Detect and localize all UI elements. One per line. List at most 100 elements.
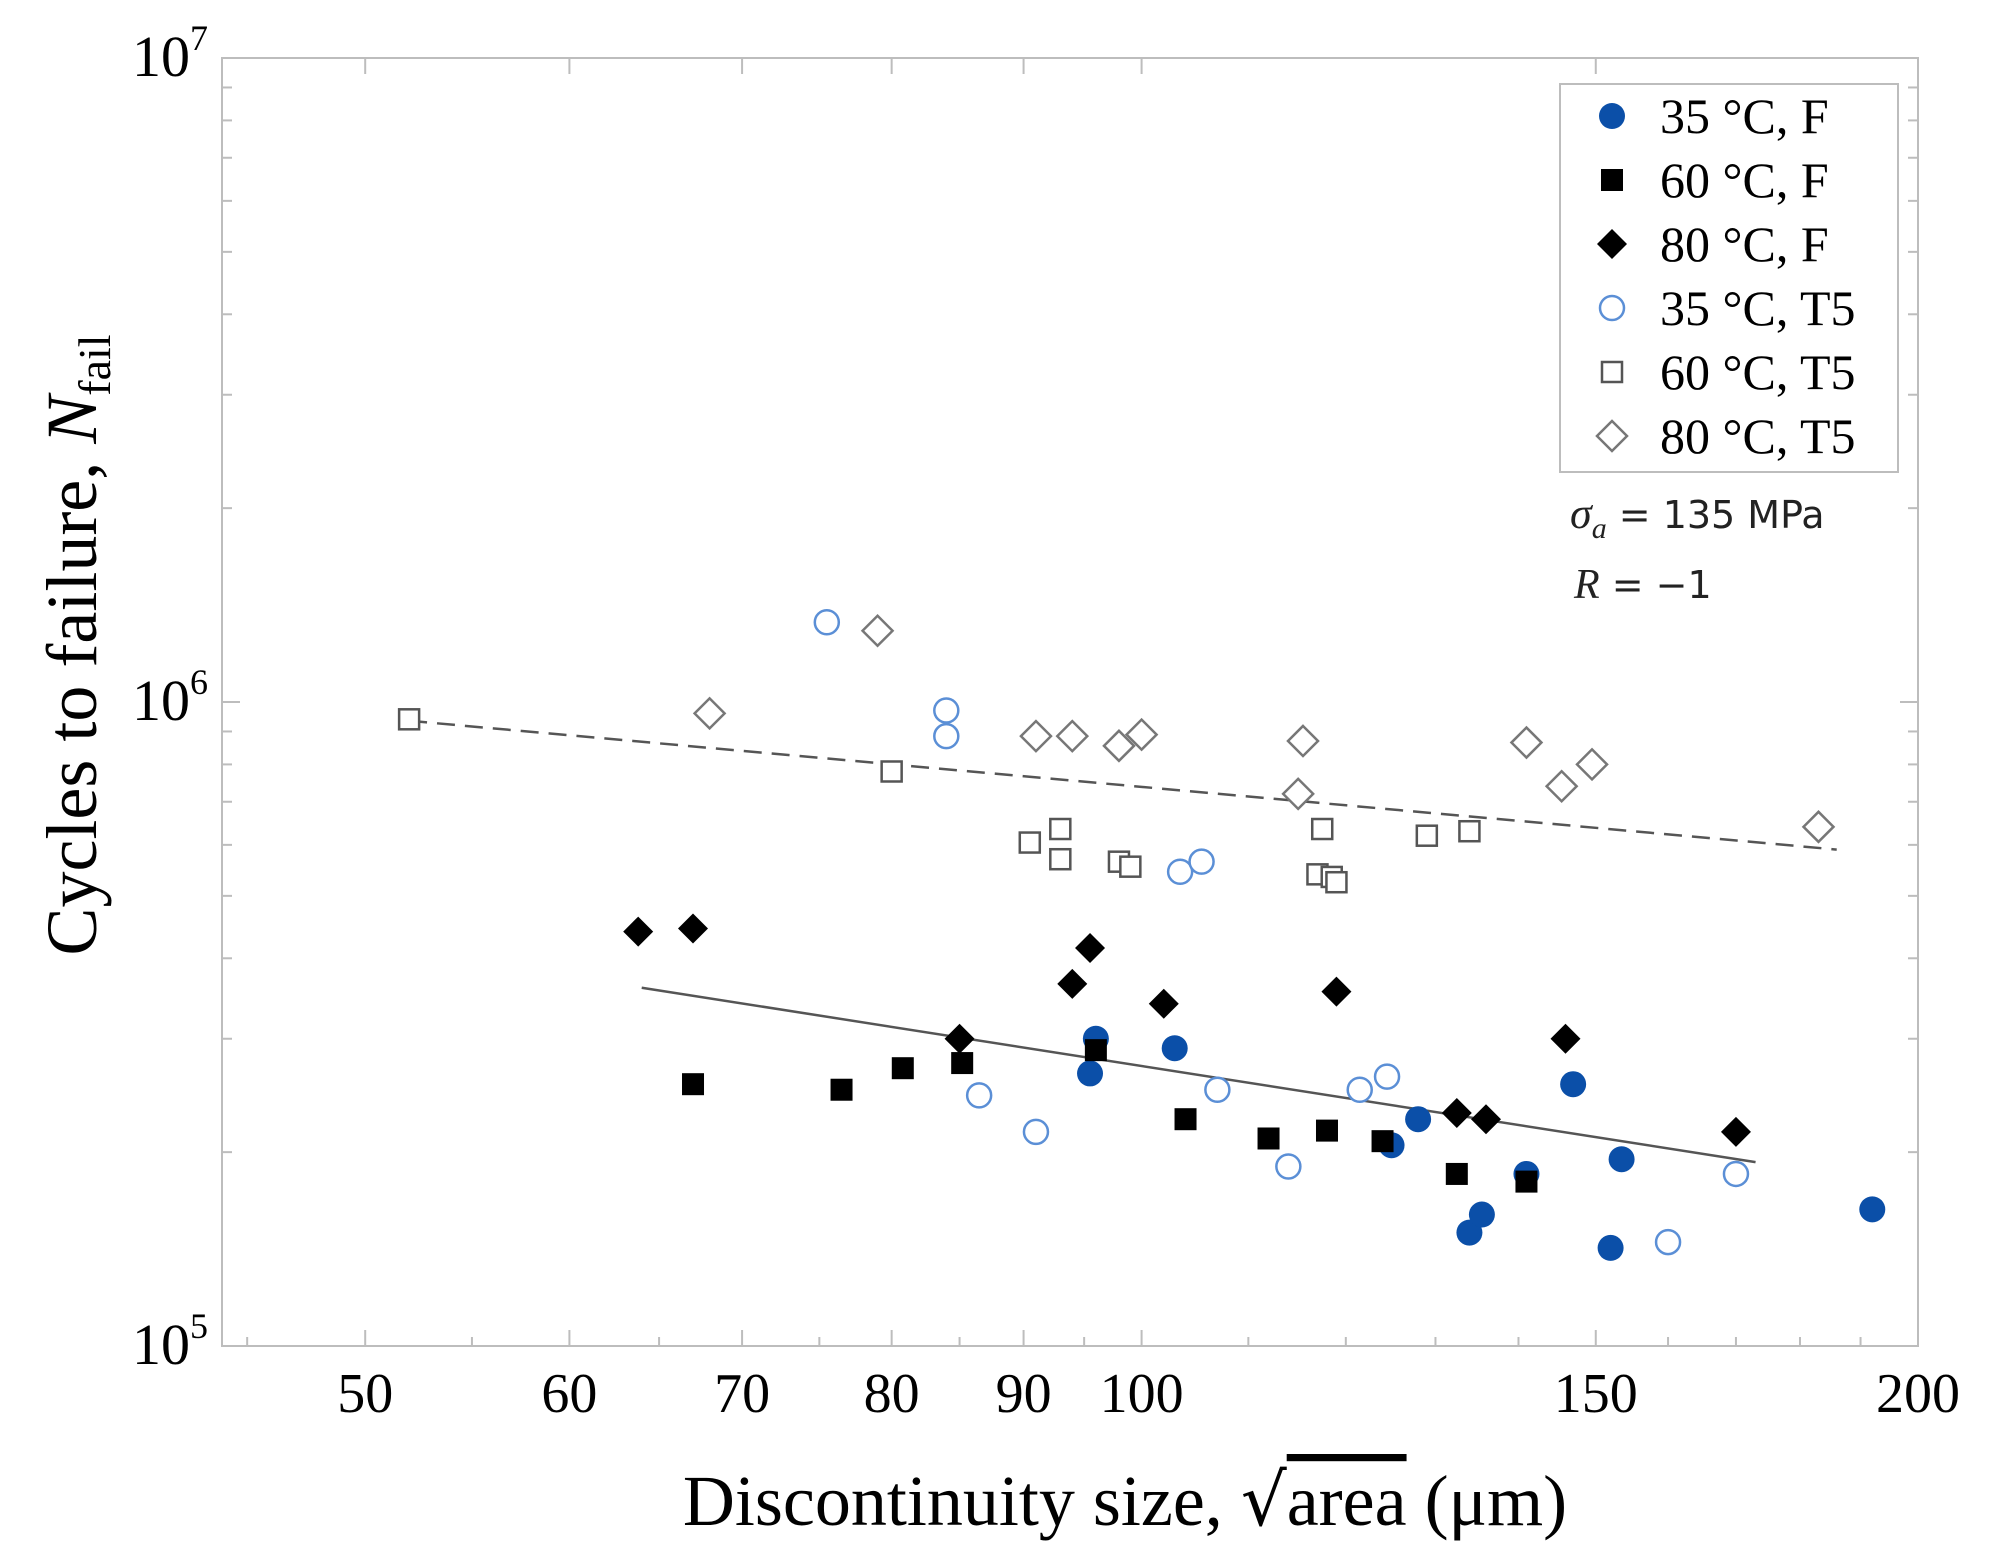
data-point-35-c-f [1077, 1060, 1104, 1087]
y-tick-mantissa: 10 [132, 668, 190, 733]
stress-amplitude-value: = 135 MPa [1607, 493, 1825, 537]
x-axis-label-sqrt-term: area [1287, 1461, 1407, 1541]
x-axis-label-main: Discontinuity size, [683, 1461, 1241, 1541]
y-tick-label: 105 [132, 1306, 208, 1377]
fit-lines [409, 719, 1837, 1164]
data-point-60-c-t5 [1325, 870, 1348, 894]
data-point-80-c-t5 [1509, 725, 1544, 760]
data-point-80-c-t5 [692, 696, 727, 731]
legend-label: 35 °C, F [1660, 88, 1829, 144]
y-tick-mantissa: 10 [132, 24, 190, 89]
data-point-35-c-f [1405, 1106, 1432, 1133]
data-point-80-c-t5 [1286, 724, 1320, 758]
y-tick-exponent: 6 [190, 662, 208, 702]
y-axis-label: Cycles to failure, Nfail [32, 334, 120, 955]
x-tick-label: 200 [1876, 1363, 1960, 1425]
data-point-80-c-f [944, 1023, 975, 1054]
sigma-subscript: a [1592, 512, 1607, 545]
data-point-35-c-t5 [1654, 1228, 1682, 1256]
legend-entries: 35 °C, F 60 °C, F 80 °C, F 35 °C, T5 60 °C, … [1595, 88, 1855, 464]
stress-ratio-annotation: R = −1 [1573, 562, 1712, 608]
data-point-60-c-t5 [1018, 831, 1042, 854]
data-point-35-c-f [1597, 1234, 1624, 1261]
legend-marker [1599, 103, 1625, 129]
data-point-80-c-f [1075, 932, 1106, 963]
sqrt-sign: √ [1241, 1458, 1287, 1542]
legend-label: 60 °C, T5 [1660, 344, 1855, 400]
y-tick-label: 106 [132, 662, 208, 733]
data-point-80-c-f [1471, 1104, 1502, 1135]
data-point-35-c-t5 [1346, 1076, 1373, 1103]
x-tick-label: 90 [996, 1363, 1052, 1425]
stress-amplitude-annotation: σa = 135 MPa [1570, 489, 1825, 545]
data-point-80-c-f [1720, 1116, 1751, 1147]
data-point-80-c-f [1441, 1098, 1472, 1129]
y-tick-exponent: 7 [190, 18, 208, 58]
data-point-35-c-t5 [965, 1082, 993, 1109]
data-point-35-c-t5 [1373, 1063, 1401, 1090]
fit-line-t5 [409, 719, 1837, 851]
data-point-80-c-t5 [1019, 719, 1053, 753]
x-tick-label: 60 [541, 1363, 597, 1425]
legend: 35 °C, F 60 °C, F 80 °C, F 35 °C, T5 60 °C, … [1559, 83, 1899, 473]
x-axis-label: Discontinuity size, √area (μm) [683, 1458, 1567, 1542]
legend-label: 80 °C, T5 [1660, 408, 1855, 464]
x-tick-label: 150 [1554, 1363, 1638, 1425]
data-point-35-c-f [1560, 1071, 1587, 1098]
data-point-60-c-f [1174, 1108, 1197, 1131]
data-point-60-c-f [1315, 1119, 1338, 1142]
data-point-35-c-t5 [1166, 858, 1194, 886]
data-point-60-c-f [891, 1057, 914, 1080]
data-point-80-c-t5 [1124, 717, 1159, 752]
y-tick-exponent: 5 [190, 1306, 208, 1346]
data-point-60-c-f [830, 1078, 853, 1101]
data-point-60-c-f [1084, 1039, 1107, 1062]
x-tick-label: 100 [1100, 1363, 1184, 1425]
data-point-60-c-t5 [1415, 824, 1439, 847]
data-point-60-c-f [1445, 1162, 1468, 1185]
data-point-60-c-t5 [397, 708, 421, 731]
legend-box [1559, 83, 1899, 473]
stress-ratio-value: = −1 [1600, 563, 1712, 607]
data-point-80-c-f [678, 913, 709, 944]
data-point-35-c-t5 [933, 697, 960, 724]
x-tick-label: 50 [337, 1363, 393, 1425]
data-point-35-c-f [1468, 1201, 1495, 1228]
data-point-35-c-t5 [813, 608, 841, 636]
data-point-80-c-t5 [1102, 729, 1136, 763]
data-point-35-c-f [1456, 1219, 1483, 1246]
y-tick-label: 107 [132, 18, 208, 89]
data-point-60-c-t5 [880, 760, 903, 783]
data-point-60-c-f [951, 1052, 974, 1075]
x-tick-label: 70 [714, 1363, 770, 1425]
legend-marker [1598, 294, 1626, 322]
sigma-symbol: σ [1570, 489, 1594, 538]
data-point-80-c-t5 [1055, 719, 1090, 753]
data-point-60-c-t5 [1458, 819, 1481, 843]
data-point-35-c-f [1608, 1146, 1635, 1173]
r-symbol: R [1573, 562, 1600, 608]
data-point-60-c-f [1515, 1170, 1538, 1193]
data-point-60-c-f [1371, 1130, 1394, 1153]
axis-ticks [222, 57, 1919, 1347]
data-point-80-c-f [623, 916, 654, 947]
y-tick-mantissa: 10 [132, 1312, 190, 1377]
data-point-80-c-t5 [1544, 769, 1579, 803]
data-point-60-c-f [682, 1073, 705, 1096]
data-point-35-c-f [1161, 1035, 1188, 1062]
y-axis-label-subscript: fail [69, 334, 120, 395]
legend-marker [1597, 229, 1627, 259]
fit-line-f [641, 986, 1756, 1164]
data-point-35-c-f [1859, 1196, 1886, 1223]
legend-label: 60 °C, F [1660, 152, 1829, 208]
data-point-35-c-t5 [1022, 1118, 1050, 1146]
data-point-60-c-t5 [1049, 817, 1072, 841]
data-point-80-c-t5 [860, 614, 895, 648]
y-axis-label-main: Cycles to failure, [32, 444, 112, 956]
legend-label: 35 °C, T5 [1660, 280, 1855, 336]
y-axis-label-variable: N [32, 392, 112, 445]
data-point-80-c-f [1321, 976, 1352, 1007]
x-axis-tick-labels: 50 60 70 80 90 100 150 200 [337, 1363, 1960, 1425]
